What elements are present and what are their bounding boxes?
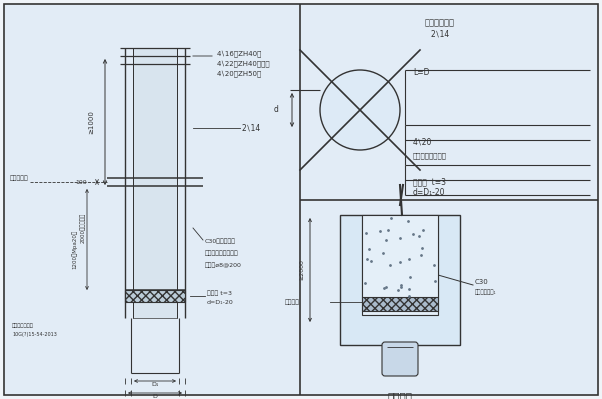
- Text: 图鑉板  t=3: 图鑉板 t=3: [413, 177, 446, 186]
- Text: D: D: [152, 394, 158, 399]
- Text: 1200（Mpa20）: 1200（Mpa20）: [72, 230, 78, 269]
- Text: 100: 100: [75, 180, 87, 184]
- Text: 桶台底标高: 桶台底标高: [10, 175, 29, 181]
- Bar: [362, 297, 438, 311]
- Text: 4∖20: 4∖20: [413, 138, 432, 147]
- Bar: [362, 215, 438, 315]
- Bar: [133, 48, 177, 318]
- Text: 4∖20（ZH50）: 4∖20（ZH50）: [217, 70, 262, 77]
- Text: ≥2000: ≥2000: [300, 260, 305, 280]
- Text: L=D: L=D: [413, 68, 429, 77]
- Circle shape: [320, 70, 400, 150]
- Text: 桶顶交叉钉筋: 桶顶交叉钉筋: [425, 18, 455, 27]
- Text: 焊乾封闭: 焊乾封闭: [285, 299, 300, 304]
- Text: 10G(?)15-54-2013: 10G(?)15-54-2013: [12, 332, 57, 337]
- Text: C30: C30: [475, 279, 489, 285]
- Text: 配简筋ø8@200: 配简筋ø8@200: [205, 262, 242, 268]
- Bar: [5, 5, 299, 394]
- Text: 桶身构造见节令: 桶身构造见节令: [12, 323, 34, 328]
- Text: ≥1000: ≥1000: [88, 110, 94, 134]
- Text: 2∖14: 2∖14: [242, 124, 261, 133]
- Bar: [301, 201, 597, 394]
- Bar: [340, 215, 460, 345]
- Bar: [133, 48, 177, 318]
- Text: 4∖22（ZH40报框）: 4∖22（ZH40报框）: [217, 60, 271, 67]
- Text: C30边坡防腐剂: C30边坡防腐剂: [205, 238, 236, 244]
- Text: 2∖14: 2∖14: [430, 30, 450, 39]
- Bar: [301, 5, 597, 199]
- Text: d: d: [273, 105, 279, 115]
- Text: D₁: D₁: [151, 382, 159, 387]
- Text: 无收缩混凝土培充密: 无收缩混凝土培充密: [205, 250, 239, 256]
- Text: 图钉板 t=3: 图钉板 t=3: [207, 290, 232, 296]
- Text: 微膨胀混凝土₁: 微膨胀混凝土₁: [475, 289, 497, 294]
- Text: 4∖16（ZH40）: 4∖16（ZH40）: [217, 50, 262, 57]
- Bar: [125, 290, 185, 302]
- Text: d=D₁-20: d=D₁-20: [413, 188, 445, 197]
- Text: （与图鑉板焊乾）: （与图鑉板焊乾）: [413, 152, 447, 159]
- FancyBboxPatch shape: [382, 342, 418, 376]
- Text: 桶头大样: 桶头大样: [388, 391, 412, 399]
- Text: 2000（最小値）: 2000（最小値）: [80, 212, 86, 243]
- Text: d=D₁-20: d=D₁-20: [207, 300, 234, 305]
